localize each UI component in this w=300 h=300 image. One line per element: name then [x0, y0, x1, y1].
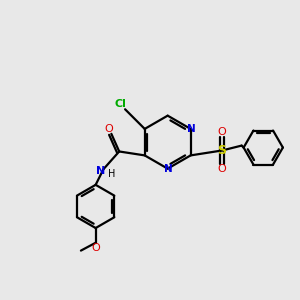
Text: N: N: [187, 124, 196, 134]
Text: H: H: [108, 169, 115, 179]
Text: O: O: [104, 124, 113, 134]
Text: S: S: [218, 144, 226, 157]
Text: O: O: [218, 164, 226, 174]
Text: O: O: [218, 127, 226, 137]
Text: Cl: Cl: [114, 99, 126, 110]
Text: N: N: [96, 166, 105, 176]
Text: O: O: [91, 243, 100, 253]
Text: N: N: [164, 164, 173, 174]
